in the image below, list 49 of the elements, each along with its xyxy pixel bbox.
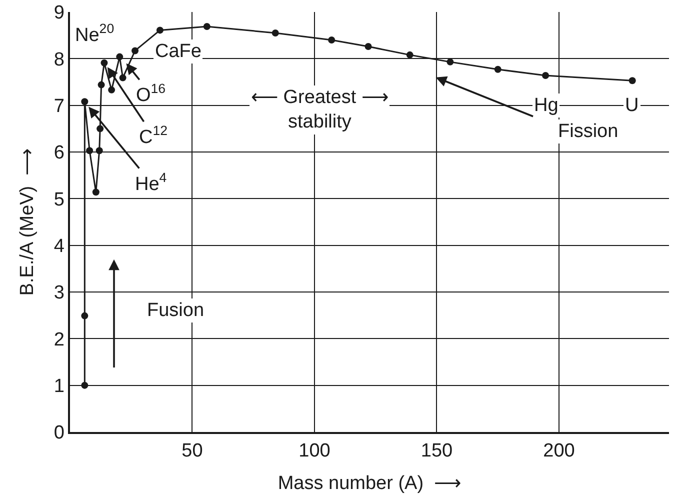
point bbox=[156, 26, 164, 34]
x-tick-label: 150 bbox=[420, 440, 453, 462]
annotation: Fission bbox=[558, 121, 618, 142]
y-tick-label: 6 bbox=[54, 142, 64, 164]
point bbox=[542, 72, 550, 79]
point bbox=[81, 382, 88, 389]
point bbox=[446, 58, 454, 66]
y-tick-label: 2 bbox=[54, 329, 64, 350]
annotation: Ne$^{20}$ bbox=[75, 21, 114, 46]
y-tick-label: 4 bbox=[54, 236, 65, 257]
annotation: Fusion bbox=[147, 300, 204, 321]
point bbox=[81, 98, 88, 106]
annotation: O$^{16}$ bbox=[136, 81, 166, 106]
x-axis-title: Mass number (A) ⟶ bbox=[278, 472, 462, 494]
point bbox=[119, 74, 126, 82]
point bbox=[328, 36, 336, 44]
point bbox=[272, 30, 279, 36]
y-tick-label: 5 bbox=[54, 189, 64, 210]
point bbox=[406, 51, 414, 58]
annotation: U bbox=[625, 95, 639, 116]
y-tick-label: 9 bbox=[54, 2, 64, 24]
annotation: ⟵ Greatest ⟶ stability bbox=[251, 87, 388, 133]
y-tick-label: 8 bbox=[54, 49, 64, 70]
point bbox=[96, 125, 104, 132]
annotation: C$^{12}$ bbox=[139, 123, 168, 148]
x-tick-label: 100 bbox=[298, 440, 330, 462]
annotation: He$^{4}$ bbox=[135, 170, 167, 195]
y-tick-label: 0 bbox=[54, 422, 64, 444]
point bbox=[628, 77, 636, 84]
annotation: Hg bbox=[534, 95, 558, 116]
point bbox=[98, 81, 105, 88]
y-tick-label: 1 bbox=[54, 376, 64, 397]
annotation: CaFe bbox=[155, 41, 202, 62]
y-tick-label: 7 bbox=[54, 96, 64, 117]
y-axis-title: B.E./A (MeV) ⟶ bbox=[17, 148, 38, 296]
point bbox=[96, 147, 103, 154]
x-tick-label: 200 bbox=[543, 440, 575, 462]
point bbox=[81, 312, 88, 320]
y-tick-label: 3 bbox=[54, 282, 64, 304]
point bbox=[364, 43, 372, 50]
point bbox=[108, 86, 116, 94]
point bbox=[116, 53, 124, 60]
point bbox=[132, 47, 139, 54]
point bbox=[100, 59, 108, 66]
point bbox=[92, 188, 100, 196]
x-tick-label: 50 bbox=[182, 440, 203, 462]
point bbox=[86, 147, 94, 154]
point bbox=[203, 22, 210, 30]
point bbox=[494, 66, 502, 73]
